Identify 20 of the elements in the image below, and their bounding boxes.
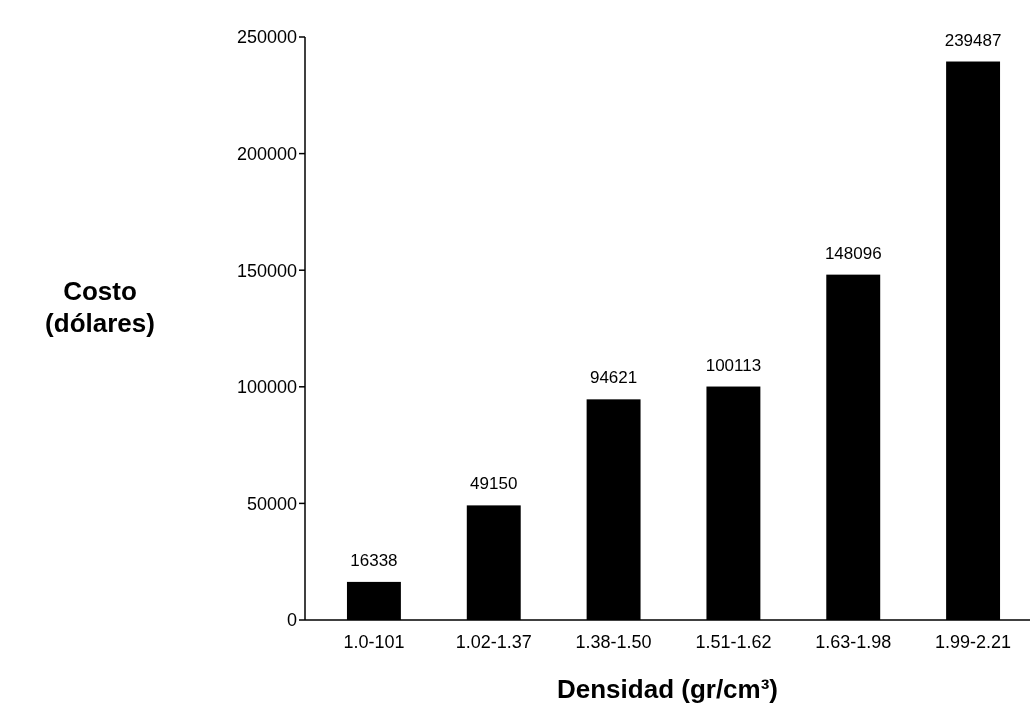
data-label: 239487 xyxy=(944,30,1002,50)
x-tick-label: 1.02-1.37 xyxy=(455,632,532,652)
data-label: 94621 xyxy=(589,368,638,388)
y-tick-label: 100000 xyxy=(236,377,297,398)
x-axis-title: Densidad (gr/cm³) xyxy=(556,674,779,704)
data-label: 100113 xyxy=(705,355,762,375)
y-tick-label: 150000 xyxy=(236,260,297,281)
y-tick-label: 50000 xyxy=(246,493,297,514)
y-tick-label: 0 xyxy=(286,610,297,631)
y-axis-title: Costo (dólares) xyxy=(45,276,155,338)
x-tick-label: 1.0-101 xyxy=(343,632,405,652)
x-tick-label: 1.38-1.50 xyxy=(575,632,652,652)
x-tick-label: 1.63-1.98 xyxy=(815,632,892,652)
data-label: 16338 xyxy=(350,550,398,570)
y-tick-label: 250000 xyxy=(236,27,297,48)
y-tick-label: 200000 xyxy=(236,143,297,164)
data-label: 49150 xyxy=(470,474,518,494)
x-tick-label: 1.51-1.62 xyxy=(695,632,772,652)
x-tick-label: 1.99-2.21 xyxy=(935,632,1012,652)
data-label: 148096 xyxy=(824,243,882,263)
